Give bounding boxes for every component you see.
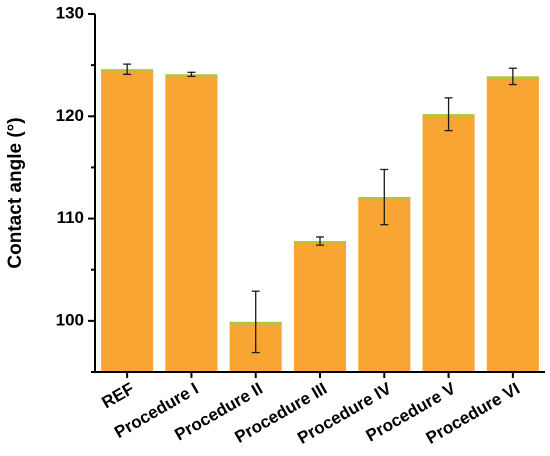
y-tick-label-120: 120 <box>56 106 84 125</box>
x-tick-label-0: REF <box>98 379 137 412</box>
bar-6 <box>486 76 539 372</box>
y-tick-label-100: 100 <box>56 310 84 329</box>
error-bar-0 <box>123 63 132 75</box>
bar-5 <box>422 114 475 373</box>
error-bar-6 <box>508 67 517 86</box>
error-bars-layer <box>123 63 517 354</box>
error-bar-2 <box>251 290 260 354</box>
error-bar-5 <box>444 97 453 132</box>
bar-1 <box>165 74 218 372</box>
bars-layer <box>101 69 539 373</box>
error-bar-3 <box>316 236 324 246</box>
y-ticks-layer: 100 110 120 130 <box>56 3 95 373</box>
bar-0 <box>101 69 154 372</box>
error-bar-1 <box>187 71 196 78</box>
bar-4 <box>358 197 411 372</box>
y-axis-title: Contact angle (°) <box>5 117 26 268</box>
error-bar-4 <box>380 168 389 226</box>
bar-3 <box>293 241 347 372</box>
y-tick-label-130: 130 <box>56 3 84 22</box>
y-tick-label-110: 110 <box>57 208 84 227</box>
